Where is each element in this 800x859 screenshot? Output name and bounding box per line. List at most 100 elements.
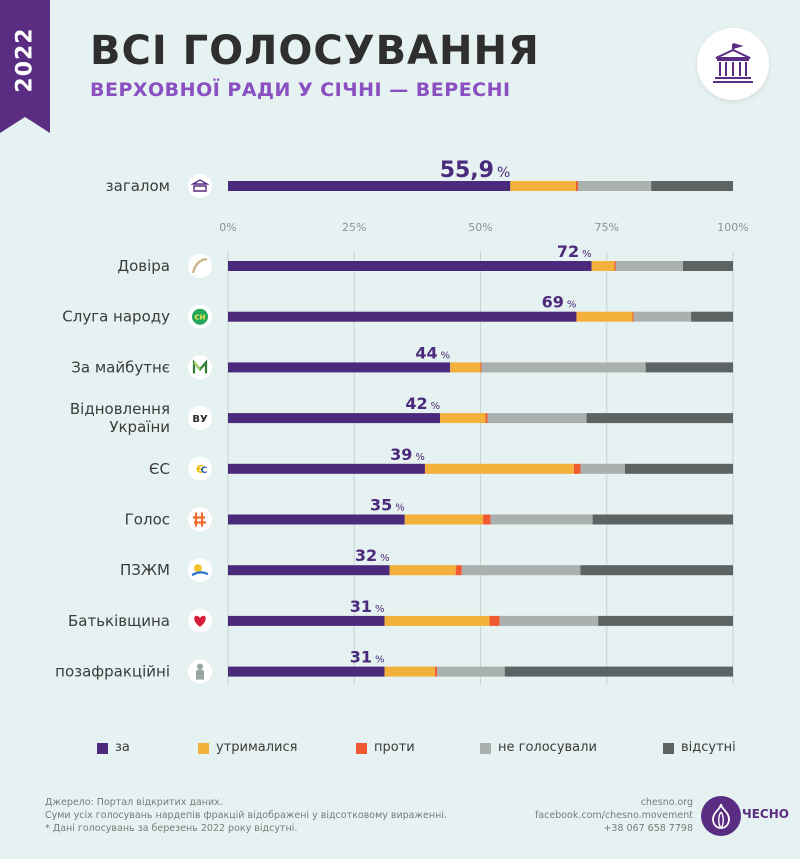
chesno-logo xyxy=(701,796,741,836)
x-tick-label: 75% xyxy=(595,221,619,234)
page-title: ВСІ ГОЛОСУВАННЯ xyxy=(90,28,540,74)
data-label: 55,9% xyxy=(440,158,511,183)
category-label: Батьківщина xyxy=(68,612,170,630)
data-label-unit: % xyxy=(582,249,592,260)
data-label-unit: % xyxy=(415,452,425,463)
garlic-icon xyxy=(712,803,730,829)
bar-segment xyxy=(683,261,733,271)
legend-label-absent: відсутні xyxy=(681,740,736,755)
x-tick-label: 100% xyxy=(717,221,748,234)
logo-circle xyxy=(188,254,212,278)
data-label-unit: % xyxy=(375,655,385,666)
data-label-value: 42 xyxy=(405,394,427,413)
data-label-value: 55,9 xyxy=(440,158,494,183)
data-label-value: 35 xyxy=(370,496,392,515)
category-label: Довіра xyxy=(117,257,170,275)
source-note: Джерело: Портал відкритих даних. xyxy=(45,797,223,808)
bar-segment xyxy=(480,362,482,373)
data-label: 42% xyxy=(405,394,440,413)
source-notes: Джерело: Портал відкритих даних. Суми ус… xyxy=(45,796,447,835)
bar-segment xyxy=(632,311,634,322)
facebook-link[interactable]: facebook.com/chesno.movement xyxy=(534,810,693,821)
year-ribbon: 2022 xyxy=(0,0,50,133)
bar-segment xyxy=(228,311,577,322)
bar-segment xyxy=(691,311,733,322)
bar-segment xyxy=(487,413,587,424)
bar-segment xyxy=(228,565,390,576)
data-label: 69% xyxy=(542,293,577,312)
logo-circle xyxy=(188,507,212,532)
data-label-unit: % xyxy=(395,503,405,514)
website-link[interactable]: chesno.org xyxy=(640,797,693,808)
bar-segment xyxy=(499,615,599,626)
bar-segment xyxy=(573,463,581,474)
data-label-unit: % xyxy=(441,350,451,361)
bar-segment xyxy=(580,565,733,576)
category-label: За майбутнє xyxy=(71,358,170,376)
data-label: 31% xyxy=(350,597,385,616)
vidnovlennia-logo-icon: ВУ xyxy=(192,414,208,425)
bar-segment xyxy=(228,514,405,525)
bar-segment xyxy=(624,463,733,474)
bar-segment xyxy=(228,261,592,271)
category-label: ПЗЖМ xyxy=(120,561,170,579)
legend-swatch-not-voted xyxy=(480,743,491,754)
bar-segment xyxy=(598,615,733,626)
bar-segment xyxy=(510,181,576,191)
data-label: 31% xyxy=(350,648,385,667)
bar-segment xyxy=(437,666,505,677)
bar-segment xyxy=(614,261,616,271)
bar-segment xyxy=(633,311,692,322)
data-label-value: 32 xyxy=(355,546,377,565)
stacked-bar-chart: 0% 25% 50% 75% 100% 55,9 % загалом 72 % Довіра 69 % С… xyxy=(55,158,749,685)
sum-note: Суми усіх голосувань нардепів фракцій ві… xyxy=(45,810,447,821)
x-tick-label: 50% xyxy=(468,221,492,234)
bar-segment xyxy=(228,413,441,424)
data-label: 32% xyxy=(355,546,390,565)
bar-segment xyxy=(389,565,456,576)
logo-circle xyxy=(188,406,212,431)
data-label: 39% xyxy=(390,445,425,464)
parliament-icon xyxy=(713,43,753,83)
logo-circle xyxy=(188,456,212,481)
missing-data-note: * Дані голосувань за березень 2022 року … xyxy=(45,823,298,834)
pzzhm-logo-icon xyxy=(194,564,202,573)
legend-swatch-absent xyxy=(663,743,674,754)
data-label-unit: % xyxy=(431,401,441,412)
legend-swatch-against xyxy=(356,743,367,754)
page-subtitle: ВЕРХОВНОЇ РАДИ У СІЧНІ — ВЕРЕСНІ xyxy=(90,79,511,101)
category-label: Відновлення xyxy=(70,400,170,418)
category-label: ЄС xyxy=(149,460,170,478)
holos-logo-icon xyxy=(193,512,206,527)
sluha-narodu-logo-text: СН xyxy=(195,314,206,322)
category-label: Слуга народу xyxy=(62,308,170,326)
bar-segment xyxy=(228,362,451,373)
bar-segment xyxy=(404,514,484,525)
yes-logo-icon-accent: С xyxy=(201,466,208,476)
bar-segment xyxy=(228,463,425,474)
bar-segment xyxy=(455,565,462,576)
bar-segment xyxy=(645,362,733,373)
bar-segment xyxy=(384,615,490,626)
nonfaction-person-icon xyxy=(197,663,203,670)
data-label-unit: % xyxy=(380,553,390,564)
bar-segment xyxy=(592,514,733,525)
data-label: 35% xyxy=(370,496,405,515)
brand-name: ЧЕСНО xyxy=(742,807,789,821)
x-tick-label: 25% xyxy=(342,221,366,234)
category-label: України xyxy=(109,418,170,436)
data-label-value: 72 xyxy=(557,242,579,261)
bar-segment xyxy=(504,666,733,677)
bar-segment xyxy=(615,261,684,271)
bar-segment xyxy=(575,181,578,191)
category-label: Голос xyxy=(125,511,170,529)
data-label: 72% xyxy=(557,242,592,261)
bar-segment xyxy=(450,362,481,373)
bar-segment xyxy=(485,413,488,424)
legend-label-abstained: утрималися xyxy=(216,740,298,755)
data-label-value: 31 xyxy=(350,597,372,616)
bar-segment xyxy=(481,362,646,373)
phone-number: +38 067 658 7798 xyxy=(603,823,693,834)
bar-segment xyxy=(461,565,581,576)
bar-segment xyxy=(228,666,385,677)
